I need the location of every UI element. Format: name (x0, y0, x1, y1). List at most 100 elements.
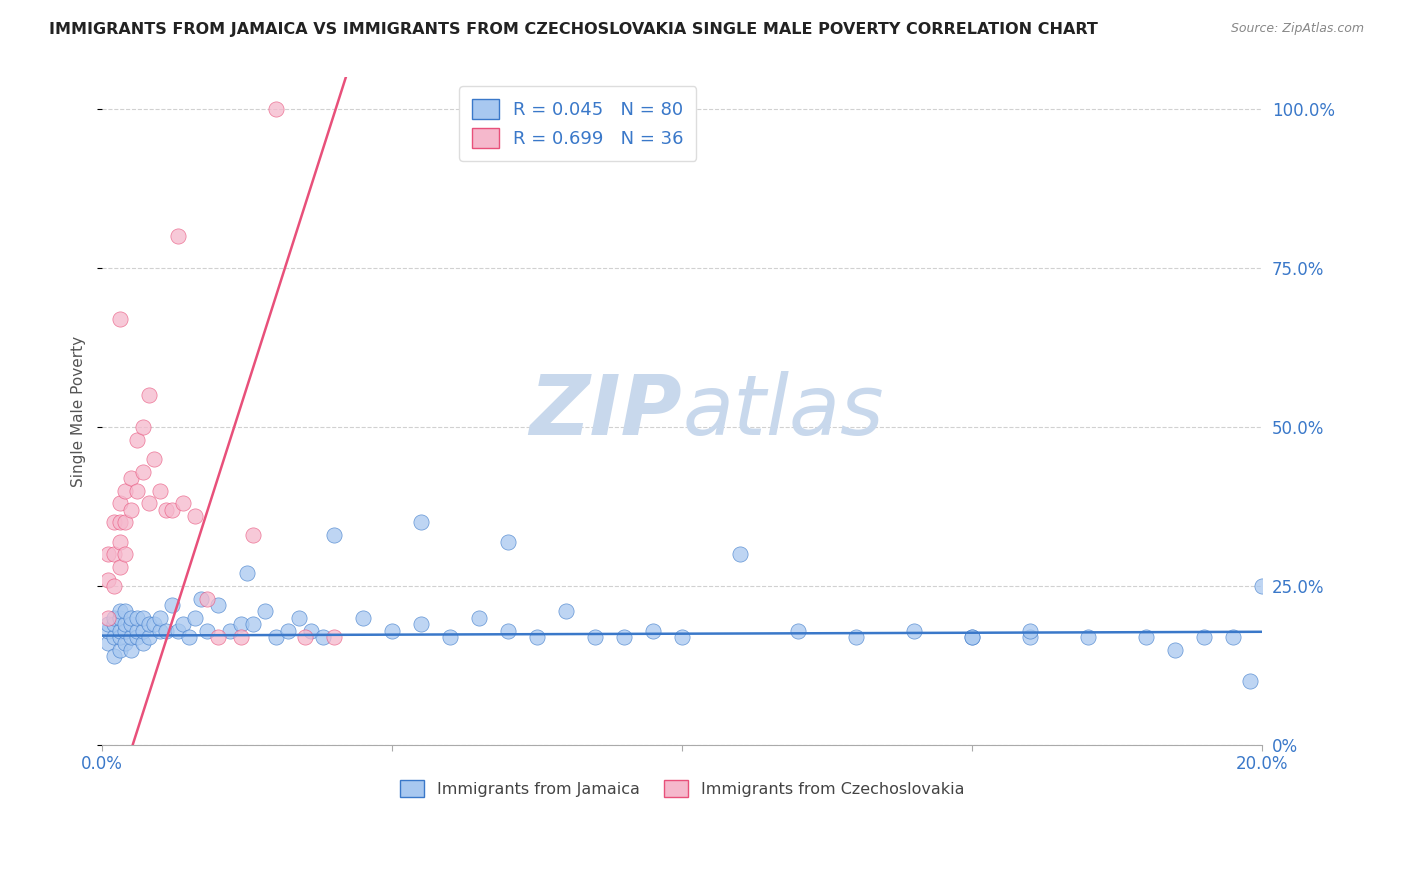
Point (108, 560, 131, 574)
Point (555, 604, 578, 618)
Text: Source: ZipAtlas.com: Source: ZipAtlas.com (1230, 22, 1364, 36)
Point (114, 636, 136, 650)
Point (184, 509, 207, 524)
Point (207, 630, 229, 644)
Point (242, 617, 264, 632)
Point (97, 624, 120, 638)
Point (160, 502, 183, 516)
Point (138, 630, 160, 644)
Point (114, 624, 136, 638)
Point (108, 516, 131, 530)
Point (155, 502, 177, 516)
Point (671, 630, 693, 644)
Point (114, 617, 136, 632)
Point (288, 611, 311, 625)
Point (903, 624, 925, 638)
Point (132, 611, 155, 625)
Point (108, 611, 131, 625)
Point (155, 624, 177, 638)
Point (143, 451, 166, 466)
Point (787, 624, 810, 638)
Point (103, 617, 125, 632)
Point (108, 630, 131, 644)
Point (643, 624, 665, 638)
Point (97, 611, 120, 625)
Point (143, 617, 166, 632)
Point (1135, 630, 1157, 644)
Point (103, 547, 125, 561)
Point (218, 624, 240, 638)
Text: atlas: atlas (682, 371, 884, 451)
Point (468, 611, 491, 625)
Point (138, 617, 160, 632)
Point (108, 642, 131, 657)
Point (120, 471, 142, 485)
Point (108, 624, 131, 638)
Point (125, 624, 148, 638)
Point (299, 624, 322, 638)
Point (172, 617, 194, 632)
Point (845, 630, 868, 644)
Point (97, 636, 120, 650)
Point (108, 534, 131, 549)
Point (149, 483, 172, 498)
Point (97, 617, 120, 632)
Point (108, 312, 131, 326)
Point (613, 630, 636, 644)
Point (231, 630, 253, 644)
Point (120, 611, 142, 625)
Point (103, 648, 125, 663)
Point (294, 630, 316, 644)
Point (103, 611, 125, 625)
Point (207, 598, 229, 612)
Point (1251, 579, 1274, 593)
Point (125, 433, 148, 447)
Point (496, 534, 519, 549)
Point (253, 604, 276, 618)
Point (149, 611, 172, 625)
Point (132, 420, 155, 434)
Point (166, 229, 188, 244)
Point (381, 624, 404, 638)
Point (526, 630, 548, 644)
Point (172, 496, 194, 510)
Point (138, 496, 160, 510)
Point (352, 611, 374, 625)
Point (160, 598, 183, 612)
Point (149, 624, 172, 638)
Point (125, 611, 148, 625)
Point (1077, 630, 1099, 644)
Point (97, 547, 120, 561)
Point (195, 624, 218, 638)
Point (960, 630, 983, 644)
Point (103, 579, 125, 593)
Point (439, 630, 461, 644)
Point (1019, 624, 1042, 638)
Point (125, 483, 148, 498)
Point (120, 502, 142, 516)
Legend: Immigrants from Jamaica, Immigrants from Czechoslovakia: Immigrants from Jamaica, Immigrants from… (394, 773, 970, 804)
Point (184, 611, 207, 625)
Point (277, 624, 299, 638)
Point (1239, 674, 1261, 689)
Point (166, 624, 188, 638)
Point (97, 573, 120, 587)
Point (231, 617, 253, 632)
Point (190, 591, 212, 606)
Point (728, 547, 751, 561)
Point (103, 630, 125, 644)
Point (108, 496, 131, 510)
Point (411, 516, 433, 530)
Point (179, 630, 201, 644)
Point (132, 636, 155, 650)
Point (496, 624, 519, 638)
Point (132, 465, 155, 479)
Point (1019, 630, 1042, 644)
Point (1222, 630, 1244, 644)
Point (108, 604, 131, 618)
Text: IMMIGRANTS FROM JAMAICA VS IMMIGRANTS FROM CZECHOSLOVAKIA SINGLE MALE POVERTY CO: IMMIGRANTS FROM JAMAICA VS IMMIGRANTS FR… (49, 22, 1098, 37)
Point (114, 604, 136, 618)
Point (120, 642, 142, 657)
Point (323, 528, 346, 542)
Point (1192, 630, 1215, 644)
